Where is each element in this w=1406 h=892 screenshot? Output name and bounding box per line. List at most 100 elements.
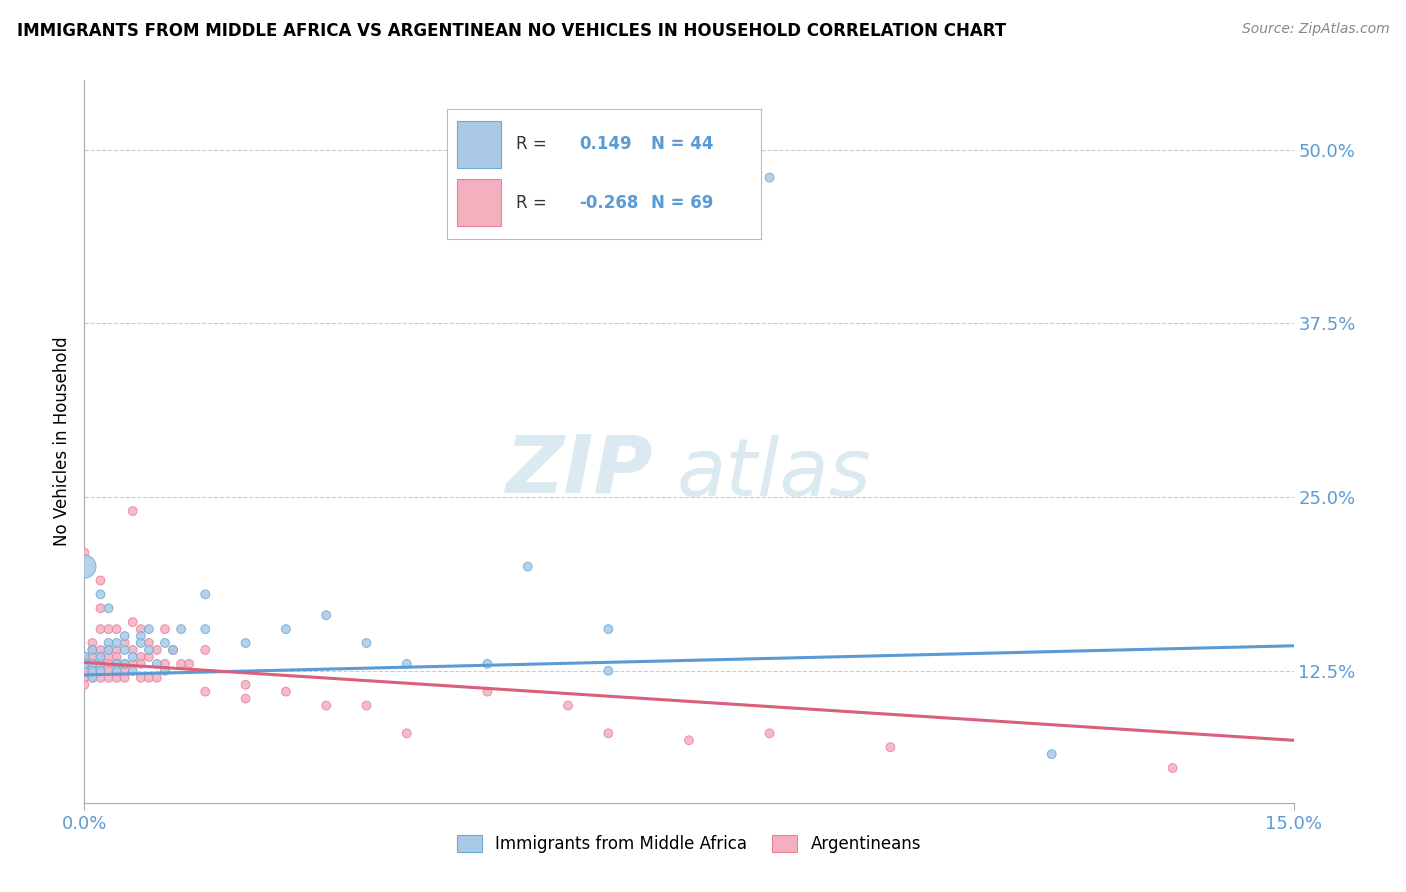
Point xyxy=(89,649,111,664)
Point xyxy=(97,657,120,671)
Point xyxy=(598,726,620,740)
Point xyxy=(138,622,160,636)
Point xyxy=(97,643,120,657)
Point xyxy=(129,636,152,650)
Y-axis label: No Vehicles in Household: No Vehicles in Household xyxy=(53,336,72,547)
Point xyxy=(121,657,143,671)
Point xyxy=(97,664,120,678)
Point xyxy=(82,664,104,678)
Point xyxy=(114,636,136,650)
Point xyxy=(89,664,111,678)
Point xyxy=(105,671,128,685)
Point xyxy=(153,636,176,650)
Point xyxy=(105,636,128,650)
Point xyxy=(315,608,337,623)
Point xyxy=(678,733,700,747)
Point xyxy=(146,671,169,685)
Point xyxy=(82,636,104,650)
Point xyxy=(170,622,193,636)
Point xyxy=(179,657,201,671)
Point xyxy=(73,657,96,671)
Point xyxy=(82,657,104,671)
Point xyxy=(105,664,128,678)
Point xyxy=(516,559,538,574)
Point xyxy=(89,601,111,615)
Point xyxy=(82,643,104,657)
Point xyxy=(194,587,217,601)
Point xyxy=(146,643,169,657)
Point xyxy=(82,664,104,678)
Point xyxy=(105,664,128,678)
Point xyxy=(73,559,96,574)
Point xyxy=(477,684,499,698)
Point xyxy=(89,649,111,664)
Point xyxy=(89,574,111,588)
Point xyxy=(235,678,257,692)
Point xyxy=(395,657,418,671)
Point xyxy=(758,726,780,740)
Point xyxy=(105,622,128,636)
Point xyxy=(82,649,104,664)
Point xyxy=(114,657,136,671)
Point xyxy=(82,671,104,685)
Point xyxy=(73,671,96,685)
Point xyxy=(114,629,136,643)
Point xyxy=(598,622,620,636)
Point xyxy=(73,664,96,678)
Point xyxy=(97,636,120,650)
Point xyxy=(153,622,176,636)
Point xyxy=(89,587,111,601)
Point xyxy=(356,698,378,713)
Point xyxy=(73,546,96,560)
Point xyxy=(89,671,111,685)
Point xyxy=(114,643,136,657)
Point xyxy=(89,664,111,678)
Point xyxy=(121,615,143,630)
Point xyxy=(89,622,111,636)
Point xyxy=(598,664,620,678)
Point xyxy=(194,684,217,698)
Point xyxy=(879,740,901,755)
Point xyxy=(235,636,257,650)
Point xyxy=(97,643,120,657)
Point xyxy=(129,629,152,643)
Legend: Immigrants from Middle Africa, Argentineans: Immigrants from Middle Africa, Argentine… xyxy=(450,828,928,860)
Point xyxy=(82,657,104,671)
Point xyxy=(89,657,111,671)
Point xyxy=(235,691,257,706)
Text: Source: ZipAtlas.com: Source: ZipAtlas.com xyxy=(1241,22,1389,37)
Point xyxy=(97,671,120,685)
Point xyxy=(758,170,780,185)
Point xyxy=(105,643,128,657)
Point xyxy=(274,684,297,698)
Text: ZIP: ZIP xyxy=(505,432,652,509)
Point xyxy=(73,678,96,692)
Point xyxy=(162,643,184,657)
Point xyxy=(395,726,418,740)
Point xyxy=(97,601,120,615)
Point xyxy=(89,643,111,657)
Point xyxy=(138,636,160,650)
Point xyxy=(274,622,297,636)
Point xyxy=(129,657,152,671)
Point xyxy=(121,664,143,678)
Text: atlas: atlas xyxy=(676,435,872,513)
Point xyxy=(170,657,193,671)
Point xyxy=(477,657,499,671)
Point xyxy=(89,657,111,671)
Point xyxy=(73,657,96,671)
Point xyxy=(121,649,143,664)
Point xyxy=(194,622,217,636)
Point xyxy=(105,657,128,671)
Point xyxy=(105,649,128,664)
Point xyxy=(82,643,104,657)
Point xyxy=(146,657,169,671)
Text: IMMIGRANTS FROM MIDDLE AFRICA VS ARGENTINEAN NO VEHICLES IN HOUSEHOLD CORRELATIO: IMMIGRANTS FROM MIDDLE AFRICA VS ARGENTI… xyxy=(17,22,1007,40)
Point xyxy=(73,649,96,664)
Point xyxy=(129,649,152,664)
Point xyxy=(114,657,136,671)
Point xyxy=(315,698,337,713)
Point xyxy=(356,636,378,650)
Point xyxy=(97,622,120,636)
Point xyxy=(138,649,160,664)
